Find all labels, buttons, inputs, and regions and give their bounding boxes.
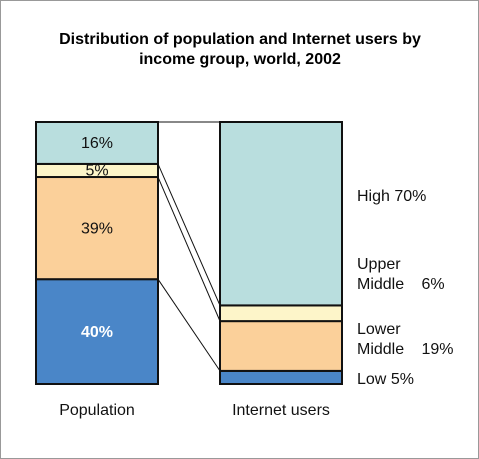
connector bbox=[157, 163, 221, 306]
bar-segment bbox=[219, 369, 343, 385]
bar-segment bbox=[219, 121, 343, 307]
bar-segment bbox=[35, 121, 159, 165]
value-label: 40% bbox=[81, 324, 113, 341]
bar-segment bbox=[219, 320, 343, 372]
value-label: 5% bbox=[85, 163, 108, 180]
x-tick-label: Internet users bbox=[232, 402, 330, 419]
legend-name: Upper Middle bbox=[357, 256, 405, 293]
connector bbox=[157, 176, 221, 322]
value-label: 6% bbox=[421, 276, 445, 293]
value-label: 5% bbox=[390, 371, 414, 388]
value-label: 16% bbox=[81, 135, 113, 152]
title-box: Distribution of population and Internet … bbox=[59, 31, 421, 68]
segment-label: Low 5% bbox=[357, 370, 477, 390]
bar-segment bbox=[219, 304, 343, 323]
x-tick-label: Population bbox=[59, 402, 135, 419]
legend-name: Lower Middle bbox=[357, 321, 405, 358]
value-label: 70% bbox=[394, 188, 427, 205]
value-label: 19% bbox=[421, 341, 454, 358]
chart-title: Distribution of population and Internet … bbox=[59, 31, 421, 68]
bar-segment bbox=[35, 278, 159, 386]
connector bbox=[157, 278, 221, 372]
segment-label: Lower Middle 19% bbox=[357, 320, 477, 360]
legend-name: High bbox=[357, 188, 390, 205]
value-label: 39% bbox=[81, 220, 113, 237]
segment-label: High 70% bbox=[357, 187, 477, 207]
segment-label: Upper Middle 6% bbox=[357, 255, 477, 295]
legend-name: Low bbox=[357, 371, 387, 388]
